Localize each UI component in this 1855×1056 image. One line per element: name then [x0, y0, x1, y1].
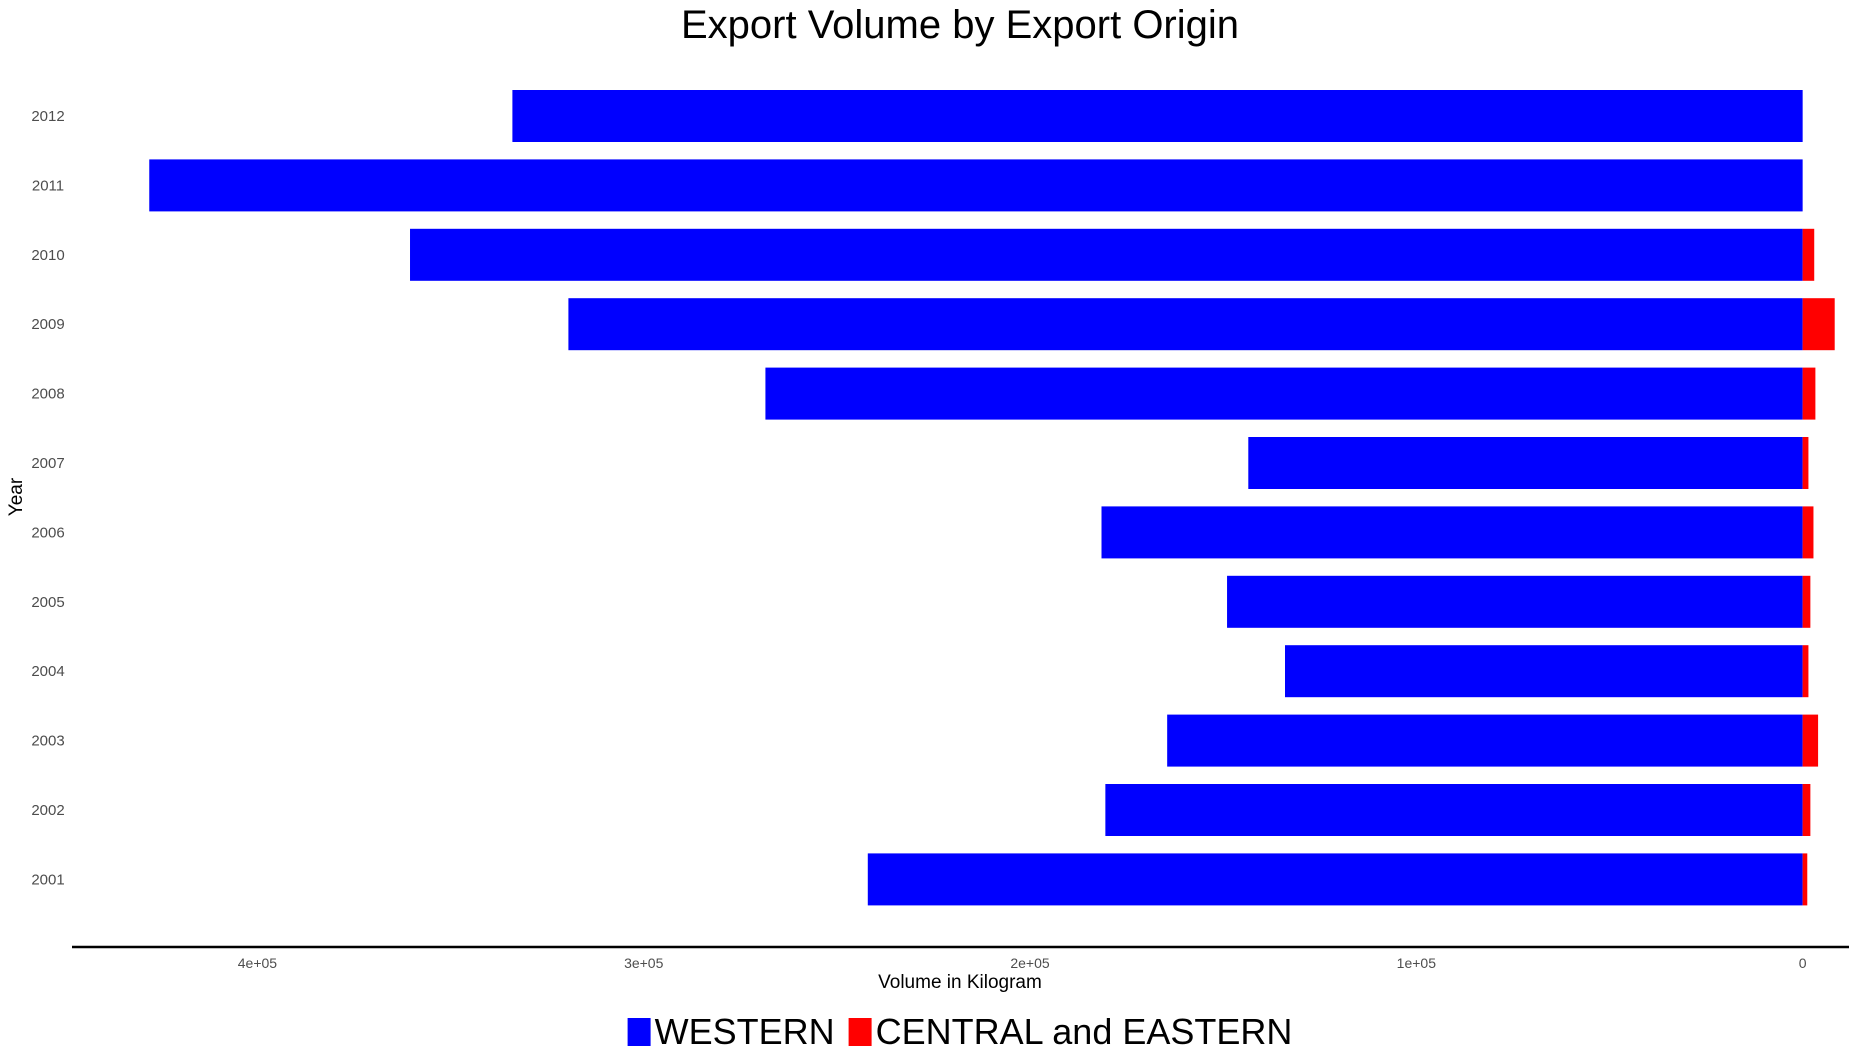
bar-central-and-eastern-2006 — [1802, 506, 1814, 559]
bar-western-2010 — [410, 228, 1803, 281]
bar-central-and-eastern-2002 — [1802, 784, 1811, 836]
bar-western-2001 — [867, 853, 1803, 906]
bar-central-and-eastern-2007 — [1802, 437, 1809, 489]
y-tick-label-2012: 2012 — [31, 108, 64, 125]
y-tick-label-2005: 2005 — [31, 594, 64, 611]
bar-western-2004 — [1285, 645, 1803, 698]
x-tick-label-3e-05: 3e+05 — [624, 955, 664, 971]
bar-central-and-eastern-2004 — [1802, 645, 1809, 698]
y-tick-label-2010: 2010 — [31, 247, 64, 264]
bar-central-and-eastern-2010 — [1802, 228, 1815, 281]
x-axis-title: Volume in Kilogram — [878, 972, 1042, 993]
legend-label-western: WESTERN — [655, 1011, 835, 1052]
legend-key-western — [627, 1018, 651, 1046]
bar-western-2007 — [1248, 437, 1803, 489]
bar-western-2008 — [765, 367, 1803, 420]
bar-western-2002 — [1105, 784, 1803, 836]
bar-western-2003 — [1167, 714, 1803, 767]
y-tick-label-2001: 2001 — [31, 871, 64, 888]
bar-western-2011 — [149, 159, 1803, 212]
bar-western-2005 — [1227, 575, 1803, 628]
legend: WESTERN CENTRAL and EASTERN — [627, 1011, 1293, 1052]
legend-label-central-and-eastern: CENTRAL and EASTERN — [876, 1011, 1293, 1052]
y-tick-label-2011: 2011 — [32, 177, 64, 194]
y-tick-label-2007: 2007 — [31, 455, 64, 472]
bar-central-and-eastern-2005 — [1802, 575, 1811, 628]
chart-title: Export Volume by Export Origin — [681, 3, 1239, 47]
y-tick-label-2003: 2003 — [31, 733, 64, 750]
x-tick-label-4e-05: 4e+05 — [238, 955, 278, 971]
x-tick-label-0: 0 — [1799, 955, 1807, 971]
bar-western-2006 — [1101, 506, 1803, 559]
y-tick-label-2009: 2009 — [31, 316, 64, 333]
y-axis-title: Year — [6, 477, 27, 516]
y-tick-label-2006: 2006 — [31, 524, 64, 541]
legend-key-central-and-eastern — [848, 1018, 872, 1046]
bar-central-and-eastern-2003 — [1802, 714, 1819, 767]
x-tick-label-2e-05: 2e+05 — [1010, 955, 1050, 971]
x-tick-labels: 4e+05 3e+05 2e+05 1e+05 0 — [238, 955, 1807, 971]
bar-western-2012 — [512, 90, 1803, 142]
y-tick-label-2004: 2004 — [31, 663, 64, 680]
bar-western-2009 — [568, 298, 1803, 351]
x-tick-label-1e-05: 1e+05 — [1397, 955, 1437, 971]
bar-central-and-eastern-2001 — [1802, 853, 1808, 906]
y-tick-label-2008: 2008 — [31, 386, 64, 403]
bars-layer — [149, 90, 1835, 906]
y-tick-labels: 2001 2002 2003 2004 2005 2006 2007 2008 2009 2010… — [31, 108, 64, 888]
bar-central-and-eastern-2009 — [1802, 298, 1835, 351]
bar-central-and-eastern-2008 — [1802, 367, 1816, 420]
y-tick-label-2002: 2002 — [31, 802, 64, 819]
